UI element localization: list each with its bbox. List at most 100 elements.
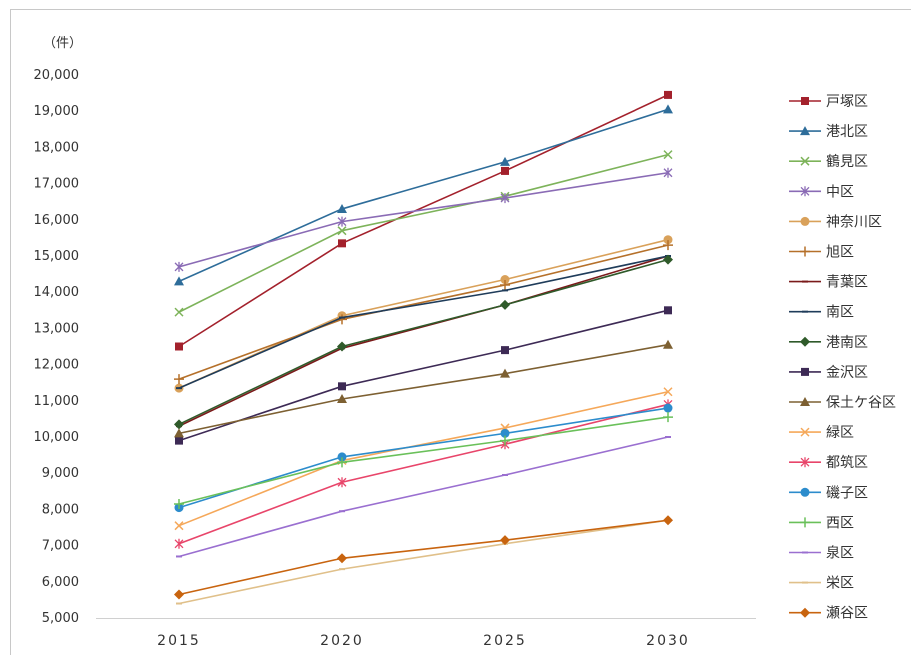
series-line	[178, 258, 669, 426]
series-4	[174, 167, 673, 272]
series-12	[174, 387, 673, 531]
legend-marker	[800, 156, 810, 166]
series-line	[178, 153, 669, 313]
legend-marker	[800, 457, 810, 468]
data-point	[174, 538, 184, 549]
line-chart: （件） 5,000 6,000 7,000 8,000 9,000 10,000 11,00…	[34, 36, 897, 649]
legend-item: 中区	[789, 184, 854, 200]
series-line	[178, 244, 669, 380]
legend-item: 神奈川区	[789, 214, 882, 230]
data-point	[337, 341, 347, 352]
legend-label: 鶴見区	[826, 153, 868, 170]
series-5	[174, 235, 673, 393]
legend-item: 鶴見区	[789, 153, 868, 170]
data-point	[337, 452, 347, 462]
y-tick-label: 7,000	[42, 539, 79, 554]
series-7	[176, 255, 671, 428]
data-point	[500, 156, 510, 166]
data-point	[174, 276, 184, 286]
x-tick-label: 2030	[646, 633, 690, 649]
series-line	[178, 519, 669, 605]
y-tick-label: 20,000	[34, 68, 80, 83]
data-point	[174, 589, 184, 600]
series-17	[176, 519, 671, 605]
legend-item: 瀬谷区	[789, 606, 868, 622]
data-point	[174, 428, 184, 438]
legend-marker	[800, 427, 810, 437]
data-point	[174, 419, 184, 430]
legend-item: 南区	[789, 305, 854, 321]
series-3	[174, 150, 673, 317]
legend-marker	[800, 126, 810, 136]
legend-marker	[800, 517, 810, 528]
legend-label: 泉区	[826, 545, 854, 562]
legend-marker	[801, 367, 809, 376]
legend-item: 青葉区	[789, 275, 868, 291]
data-point	[663, 254, 673, 265]
series-line	[178, 390, 669, 527]
series-line	[178, 255, 669, 389]
legend-label: 南区	[826, 305, 854, 321]
data-point	[663, 167, 673, 178]
data-point	[175, 436, 183, 445]
data-point	[663, 412, 673, 423]
legend-item: 都筑区	[789, 455, 868, 471]
series-15	[174, 412, 673, 509]
data-point	[500, 428, 510, 438]
legend-item: 旭区	[789, 245, 854, 261]
legend-item: 金沢区	[789, 365, 868, 381]
data-point	[337, 216, 347, 227]
data-point	[337, 226, 347, 236]
data-point	[337, 553, 347, 564]
series-line	[178, 343, 669, 435]
series-18	[174, 515, 673, 600]
y-axis: 5,000 6,000 7,000 8,000 9,000 10,000 11,000 12,…	[34, 68, 80, 626]
data-point	[663, 515, 673, 526]
legend-label: 旭区	[826, 245, 854, 261]
data-point	[663, 339, 673, 349]
legend-label: 金沢区	[826, 365, 868, 381]
legend-marker	[800, 607, 810, 618]
y-tick-label: 16,000	[34, 213, 80, 228]
y-tick-label: 11,000	[34, 394, 80, 409]
legend-marker	[800, 216, 810, 226]
data-point	[174, 498, 184, 509]
legend-marker	[800, 487, 810, 497]
series-10	[175, 306, 672, 445]
series-11	[174, 339, 673, 438]
legend-marker	[800, 246, 810, 257]
legend-label: 緑区	[826, 425, 854, 441]
chart-frame: （件） 5,000 6,000 7,000 8,000 9,000 10,000 11,00…	[10, 9, 911, 655]
data-point	[500, 279, 510, 290]
data-point	[174, 261, 184, 272]
data-point	[500, 275, 510, 285]
data-point	[500, 535, 510, 546]
data-point	[500, 368, 510, 378]
data-point	[338, 382, 346, 391]
legend-label: 港南区	[826, 335, 868, 351]
legend-marker	[800, 336, 810, 347]
legend-item: 栄区	[789, 576, 854, 592]
legend-item: 港北区	[789, 124, 868, 140]
data-point	[663, 104, 673, 114]
data-point	[174, 521, 184, 531]
y-tick-label: 18,000	[34, 140, 80, 155]
y-tick-label: 14,000	[34, 285, 80, 300]
series-6	[174, 240, 673, 385]
legend-item: 保土ケ谷区	[789, 395, 896, 411]
series-2	[174, 104, 673, 286]
y-tick-label: 17,000	[34, 177, 80, 192]
data-point	[664, 306, 672, 315]
data-point	[663, 403, 673, 413]
legend-label: 磯子区	[826, 485, 868, 501]
data-point	[501, 166, 509, 175]
data-point	[337, 477, 347, 488]
series-line	[178, 403, 669, 545]
legend-label: 戸塚区	[826, 94, 868, 110]
legend-item: 港南区	[789, 335, 868, 351]
data-point	[500, 193, 510, 204]
legend-marker	[800, 186, 810, 197]
x-axis: 2015 2020 2025 2030	[96, 618, 756, 649]
data-point	[500, 299, 510, 310]
legend-label: 中区	[826, 184, 854, 200]
